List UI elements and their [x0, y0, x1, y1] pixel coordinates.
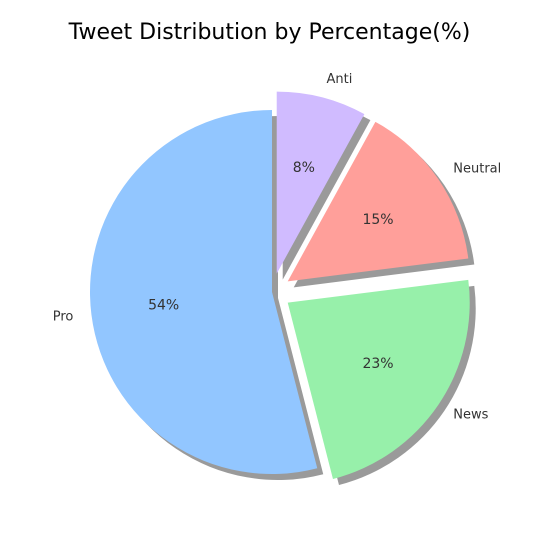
category-label-news: News — [453, 408, 488, 423]
slice-pro — [89, 110, 318, 474]
slice-news — [287, 279, 470, 479]
category-label-anti: Anti — [327, 72, 353, 87]
category-label-neutral: Neutral — [453, 161, 501, 176]
slices — [89, 91, 470, 479]
category-label-pro: Pro — [53, 310, 74, 325]
pct-label-news: 23% — [362, 356, 393, 372]
chart-title: Tweet Distribution by Percentage(%) — [68, 20, 471, 45]
slice-labels: 54% Pro 23% News 15% Neutral 8% Anti — [53, 72, 502, 423]
slice-neutral — [287, 121, 469, 282]
slice-anti — [276, 91, 365, 274]
pct-label-anti: 8% — [293, 160, 315, 176]
pct-label-pro: 54% — [148, 298, 179, 314]
pct-label-neutral: 15% — [362, 212, 393, 228]
